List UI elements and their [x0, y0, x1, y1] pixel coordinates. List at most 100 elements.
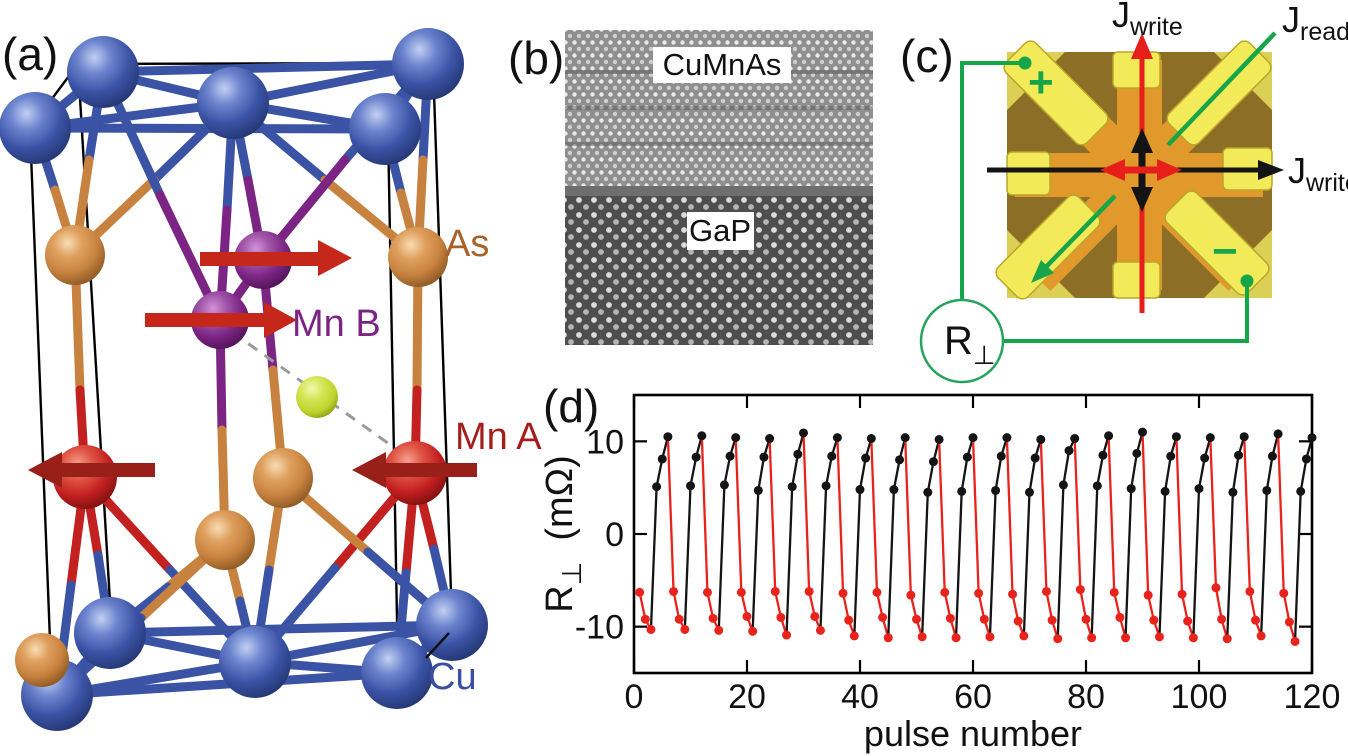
data-point	[759, 452, 769, 462]
data-point	[1166, 451, 1176, 461]
data-point	[900, 433, 910, 443]
data-point	[652, 482, 662, 492]
y-tick-label: -10	[575, 609, 624, 647]
data-point	[646, 624, 656, 634]
data-point	[697, 431, 707, 441]
data-point	[928, 457, 938, 467]
data-point	[719, 480, 729, 490]
data-point	[917, 632, 927, 642]
data-point	[934, 434, 944, 444]
data-point	[1149, 615, 1159, 625]
data-point	[1092, 481, 1102, 491]
data-point	[1273, 429, 1283, 439]
circuit-contact-dot-plus	[1018, 56, 1032, 70]
data-point	[861, 453, 871, 463]
read-current-arrow	[1031, 194, 1117, 283]
data-point	[985, 632, 995, 642]
x-tick-label: 80	[1067, 678, 1105, 716]
data-point	[1222, 634, 1232, 644]
data-point	[815, 625, 825, 635]
x-tick-label: 0	[625, 678, 644, 716]
data-point	[1296, 486, 1306, 496]
mnb-label: Mn B	[292, 303, 381, 345]
data-point	[1002, 433, 1012, 443]
data-point	[832, 433, 842, 443]
data-point	[1245, 586, 1255, 596]
data-point	[748, 626, 758, 636]
data-point	[1267, 451, 1277, 461]
data-point	[686, 481, 695, 491]
data-point	[804, 586, 814, 596]
data-point	[708, 613, 718, 623]
data-point	[691, 452, 701, 462]
rperp-meter-circle	[919, 298, 1005, 384]
data-point	[996, 451, 1006, 461]
x-tick-label: 120	[1284, 678, 1341, 716]
cu-label: Cu	[428, 656, 477, 698]
data-point	[765, 434, 775, 444]
cumnas-layer-label: CuMnAs	[663, 47, 782, 82]
data-point	[674, 614, 684, 624]
jwrite-vertical-label: Jwrite	[1112, 0, 1183, 41]
cu-label-pointer	[425, 632, 450, 659]
data-point	[1183, 616, 1193, 626]
data-point	[991, 485, 1001, 495]
data-point	[736, 587, 746, 597]
data-point	[1126, 484, 1136, 494]
data-point	[844, 615, 854, 625]
data-point	[1251, 615, 1260, 625]
data-point	[1132, 448, 1142, 458]
spin-arrows	[28, 240, 477, 488]
jread-label: Jread	[1282, 0, 1348, 46]
data-point	[1160, 486, 1170, 496]
data-point	[855, 485, 865, 495]
data-point	[1053, 634, 1063, 644]
data-point	[866, 434, 876, 444]
as-atoms	[15, 225, 448, 687]
data-point	[1217, 614, 1227, 624]
data-point	[1211, 583, 1221, 593]
data-point	[878, 612, 888, 622]
measurement-circuit: R⊥	[919, 56, 1254, 384]
data-point	[1104, 431, 1114, 441]
panel-b-tem-image: CuMnAs GaP (b)	[508, 30, 873, 345]
panel-a-label: (a)	[2, 28, 58, 80]
data-point	[731, 433, 741, 443]
mnb-spin-arrow	[145, 240, 352, 338]
data-point	[1177, 589, 1187, 599]
read-current-line	[1166, 31, 1277, 147]
data-point	[1138, 427, 1147, 437]
data-point	[872, 587, 882, 597]
x-tick-label: 20	[728, 678, 766, 716]
data-point	[663, 432, 673, 442]
data-point	[1194, 484, 1204, 494]
data-point	[776, 612, 786, 622]
data-point	[1262, 485, 1272, 495]
data-point	[1036, 434, 1046, 444]
circuit-contact-dot-minus	[1240, 274, 1254, 288]
interstitial-atom	[296, 376, 338, 418]
data-point	[1081, 614, 1091, 624]
data-point	[1115, 612, 1125, 622]
data-point	[1171, 432, 1181, 442]
data-point	[962, 452, 972, 462]
data-point	[906, 590, 916, 600]
data-point	[889, 485, 899, 495]
data-point	[827, 451, 837, 461]
data-point	[657, 454, 667, 464]
data-point	[1058, 480, 1068, 490]
data-point	[770, 586, 780, 596]
data-point	[912, 614, 921, 624]
data-point	[1075, 585, 1085, 595]
data-point	[838, 588, 848, 598]
data-point	[1047, 615, 1057, 625]
data-point	[974, 588, 984, 598]
data-point	[1025, 487, 1034, 497]
data-point	[782, 630, 792, 640]
data-point	[1030, 453, 1040, 463]
data-point	[1234, 450, 1244, 460]
data-point	[1064, 446, 1074, 456]
data-point	[635, 587, 645, 597]
data-point	[1121, 633, 1131, 643]
